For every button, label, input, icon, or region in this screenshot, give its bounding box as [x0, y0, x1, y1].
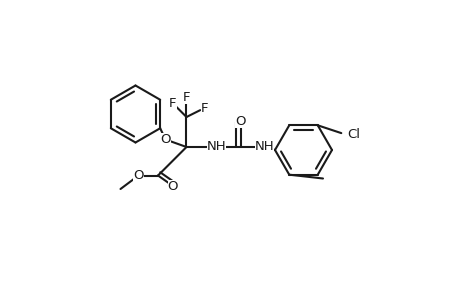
Text: O: O — [168, 179, 178, 193]
Text: O: O — [160, 133, 170, 146]
Text: O: O — [133, 169, 143, 182]
Text: NH: NH — [206, 140, 226, 154]
Text: F: F — [182, 91, 190, 104]
Text: F: F — [200, 101, 208, 115]
Text: F: F — [169, 97, 176, 110]
Text: NH: NH — [254, 140, 274, 154]
Text: O: O — [235, 115, 245, 128]
Text: Cl: Cl — [346, 128, 359, 142]
